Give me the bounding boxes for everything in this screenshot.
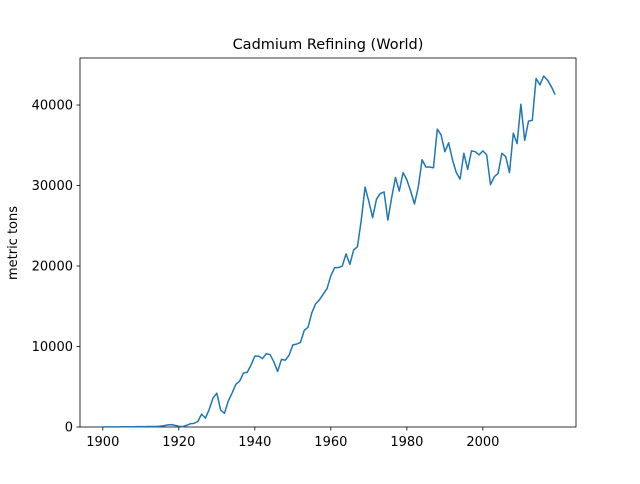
y-tick-label: 30000 [32, 179, 73, 194]
data-line [102, 75, 556, 428]
x-tick-label: 1920 [162, 435, 195, 450]
y-tick-label: 0 [65, 421, 73, 436]
y-tick-label: 10000 [32, 340, 73, 355]
x-tick-label: 1900 [86, 435, 119, 450]
y-tick-label: 20000 [32, 260, 73, 275]
x-tick-label: 1960 [314, 435, 347, 450]
y-tick-label: 40000 [32, 99, 73, 114]
x-tick-label: 2000 [466, 435, 499, 450]
plot-frame [79, 57, 577, 428]
x-tick-label: 1980 [390, 435, 423, 450]
x-tick-label: 1940 [238, 435, 271, 450]
y-axis-label: metric tons [6, 206, 21, 280]
chart-title: Cadmium Refining (World) [233, 37, 424, 53]
